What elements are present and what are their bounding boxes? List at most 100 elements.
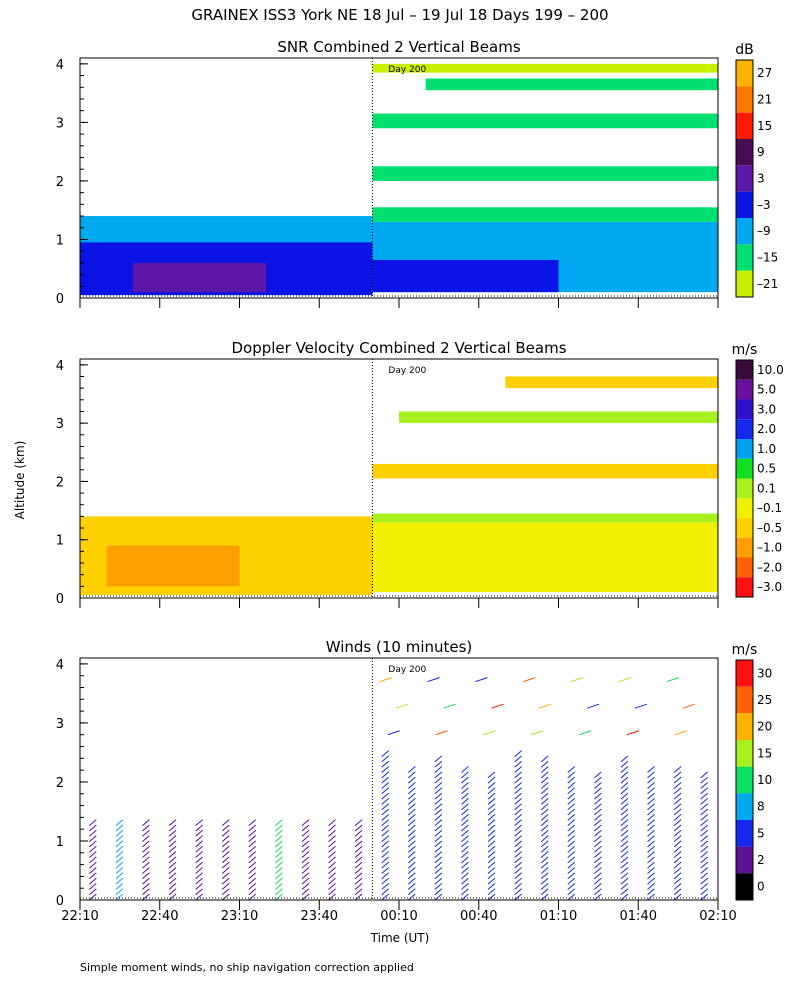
wind-barb [434,824,443,832]
colorbar-label: 0.5 [757,462,776,476]
y-tick-label: 1 [56,835,64,850]
wind-barb [487,771,496,779]
wind-barb [88,824,97,832]
wind-barb [88,861,97,869]
wind-barb [354,883,363,890]
wind-barb [168,888,177,896]
wind-barb [434,883,443,890]
colorbar-cell [736,270,753,297]
wind-barb [514,872,522,880]
wind-barb [168,824,177,832]
wind-barb [673,803,682,811]
panel-title: Winds (10 minutes) [326,638,473,656]
colorbar-frame [735,359,754,598]
wind-barb [142,872,150,880]
wind-barb [88,877,97,885]
wind-barb [88,893,97,901]
panel-3: Winds (10 minutes) Day 200 0 1 2 3 4 22:10 22:40… [56,638,773,924]
wind-barb [461,792,469,800]
y-tick-label: 1 [56,534,64,549]
y-tick-label: 4 [56,359,64,374]
wind-barb [354,819,363,827]
wind-barb [115,893,124,901]
colorbar-label: 21 [757,93,772,107]
wind-barb [673,867,682,874]
wind-barb [434,808,443,816]
wind-barb [540,840,549,848]
wind-barb [620,840,629,848]
colorbar-label: 15 [757,746,772,760]
wind-barb [248,888,257,896]
wind-barb [594,851,602,858]
wind-barb [434,776,443,784]
wind-barb [540,867,549,874]
wind-barb [248,845,257,853]
wind-barb [594,893,602,901]
wind-barb [567,787,576,795]
wind-barb [594,856,602,864]
wind-barb [673,877,682,885]
wind-barb [168,883,177,890]
wind-barb [381,771,390,779]
wind-barb [407,883,416,890]
wind-barb [540,766,549,773]
wind-barb [381,819,390,827]
wind-barb [700,824,709,832]
wind-barb [700,813,709,821]
wind-barb [673,872,682,880]
colorbar-cell [736,165,753,192]
wind-barb [586,703,600,709]
wind-barb [567,766,576,773]
wind-barb [673,893,682,901]
colorbar-label: 2 [757,853,765,867]
wind-barb [381,760,390,768]
wind-barb [540,851,549,858]
data-region [106,545,240,587]
wind-barb [115,861,124,869]
wind-barb [301,824,310,832]
wind-barb [221,883,230,890]
x-tick-label: 01:40 [620,909,657,924]
wind-barb [407,840,416,848]
x-tick-label: 23:40 [301,909,338,924]
wind-barb [221,835,230,842]
wind-barb [567,824,576,832]
colorbar-unit: m/s [732,642,758,658]
wind-barb [168,856,177,864]
wind-barb [354,845,363,853]
wind-barb [407,877,416,885]
wind-barb [540,835,549,842]
wind-barb [647,808,655,816]
wind-barb [435,730,448,736]
wind-barb [567,872,576,880]
wind-barb [275,856,283,864]
wind-barb [381,808,390,816]
wind-barb [301,835,310,842]
colorbar-label: 27 [757,66,772,80]
wind-barb [487,867,496,874]
wind-barb [620,792,629,800]
wind-barb [168,819,177,827]
colorbar-label: 0.1 [757,481,776,495]
wind-barb [434,829,443,837]
wind-barb [354,888,363,896]
colorbar-cell [736,577,753,597]
wind-barb [115,867,124,874]
wind-barb [328,893,336,901]
wind-barb [673,851,682,858]
wind-barb [594,813,602,821]
data-region [372,166,718,181]
wind-barb [514,893,522,901]
wind-barb [328,851,336,858]
wind-barb [328,867,336,874]
wind-barb [647,851,655,858]
wind-barb [620,819,629,827]
wind-barb [620,760,629,768]
wind-barb [700,829,709,837]
wind-barb [567,867,576,874]
wind-barb [434,861,443,869]
wind-barb [700,893,709,901]
wind-barb [594,840,602,848]
colorbar-label: –3.0 [757,580,782,594]
wind-barb [434,835,443,842]
